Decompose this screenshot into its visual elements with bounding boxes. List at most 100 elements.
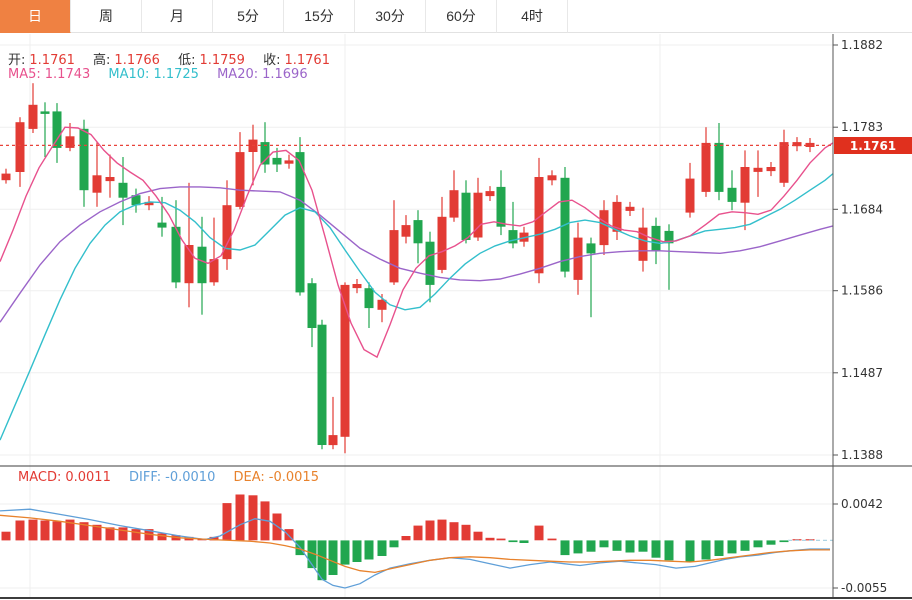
candle-body (401, 225, 411, 237)
macd-bar (157, 533, 167, 541)
candle-body (144, 201, 154, 206)
candle-body (197, 246, 207, 284)
macd-bar (685, 540, 695, 562)
candle-body (573, 237, 583, 280)
macd-bar (401, 536, 411, 541)
candle-body (389, 230, 399, 283)
candle-body (340, 284, 350, 437)
macd-bar (377, 540, 387, 556)
candle-body (779, 142, 789, 183)
candle-body (701, 142, 711, 192)
macd-bar (340, 540, 350, 565)
axis-tick-label: -0.0055 (841, 581, 887, 595)
candle-body (625, 206, 635, 211)
macd-bar (437, 519, 447, 541)
macd-bar (473, 531, 483, 541)
candle-body (586, 243, 596, 254)
tab-week[interactable]: 周 (71, 0, 142, 33)
candle-body (413, 220, 423, 244)
macd-bar (485, 537, 495, 541)
macd-bar (15, 520, 25, 541)
axis-tick-label: 1.1684 (841, 202, 883, 216)
macd-bar (560, 540, 570, 556)
candle-body (766, 167, 776, 172)
macd-bar (461, 524, 471, 541)
macd-bar (496, 538, 506, 541)
candle-body (260, 142, 270, 165)
current-price-badge: 1.1761 (834, 137, 912, 154)
ma10-line (0, 173, 834, 441)
candle-body (105, 177, 115, 182)
macd-bar (779, 540, 789, 543)
dea-label: DEA: (233, 470, 265, 485)
close-value: 1.1761 (284, 53, 330, 68)
ma10-label: MA10: (108, 67, 150, 82)
macd-value: 0.0011 (65, 470, 111, 485)
candle-body (664, 230, 674, 244)
tab-5min[interactable]: 5分 (213, 0, 284, 33)
macd-bar (508, 540, 518, 543)
macd-bar (364, 540, 374, 560)
diff-value: -0.0010 (165, 470, 216, 485)
ma10-value: 1.1725 (153, 67, 199, 82)
candle-body (15, 122, 25, 172)
candles (1, 83, 815, 454)
macd-bar (118, 527, 128, 541)
macd-bar (79, 522, 89, 541)
candle-body (171, 226, 181, 283)
ma5-value: 1.1743 (44, 67, 91, 82)
candle-body (377, 299, 387, 310)
tab-15min[interactable]: 15分 (284, 0, 355, 33)
tab-month[interactable]: 月 (142, 0, 213, 33)
axis-tick-label: 1.1487 (841, 366, 883, 380)
axis-tick-label: 1.1882 (841, 38, 883, 52)
candle-body (727, 187, 737, 202)
ma-legend: MA5: 1.1743 MA10: 1.1725 MA20: 1.1696 (8, 67, 312, 82)
candle-body (496, 186, 506, 227)
macd-bar (599, 540, 609, 548)
tab-30min[interactable]: 30分 (355, 0, 426, 33)
candle-body (437, 216, 447, 270)
candle-body (364, 288, 374, 309)
macd-bar (714, 540, 724, 556)
ohlc-legend: 开: 1.1761 高: 1.1766 低: 1.1759 收: 1.1761 (8, 49, 334, 68)
macd-bar (766, 540, 776, 545)
macd-bar (425, 520, 435, 541)
candle-body (508, 230, 518, 244)
macd-bar (547, 538, 557, 541)
diff-label: DIFF: (129, 470, 162, 485)
candle-body (40, 111, 50, 114)
close-label: 收: (263, 53, 281, 68)
axis-tick-label: 1.1586 (841, 284, 883, 298)
candle-body (52, 111, 62, 148)
macd-bar (131, 529, 141, 541)
candle-body (753, 167, 763, 172)
macd-bar (740, 540, 750, 551)
macd-bar (534, 525, 544, 541)
low-value: 1.1759 (199, 53, 245, 68)
candle-body (740, 167, 750, 203)
ma20-value: 1.1696 (262, 67, 308, 82)
macd-bar (209, 536, 219, 541)
tab-60min[interactable]: 60分 (426, 0, 497, 33)
tab-4hour[interactable]: 4时 (497, 0, 568, 33)
macd-bar (664, 540, 674, 561)
candle-body (307, 283, 317, 328)
tab-day[interactable]: 日 (0, 0, 71, 33)
macd-bar (52, 521, 62, 541)
macd-bar (222, 503, 232, 541)
macd-legend: MACD: 0.0011 DIFF: -0.0010 DEA: -0.0015 (18, 470, 323, 485)
candle-body (714, 142, 724, 192)
candle-body (473, 192, 483, 238)
candle-body (118, 182, 128, 198)
macd-histogram (1, 494, 815, 581)
ma5-label: MA5: (8, 67, 41, 82)
candle-body (328, 435, 338, 446)
low-label: 低: (178, 53, 196, 68)
ma20-line (0, 186, 834, 323)
macd-bar (235, 494, 245, 541)
macd-bar (612, 540, 622, 551)
candle-body (131, 195, 141, 206)
